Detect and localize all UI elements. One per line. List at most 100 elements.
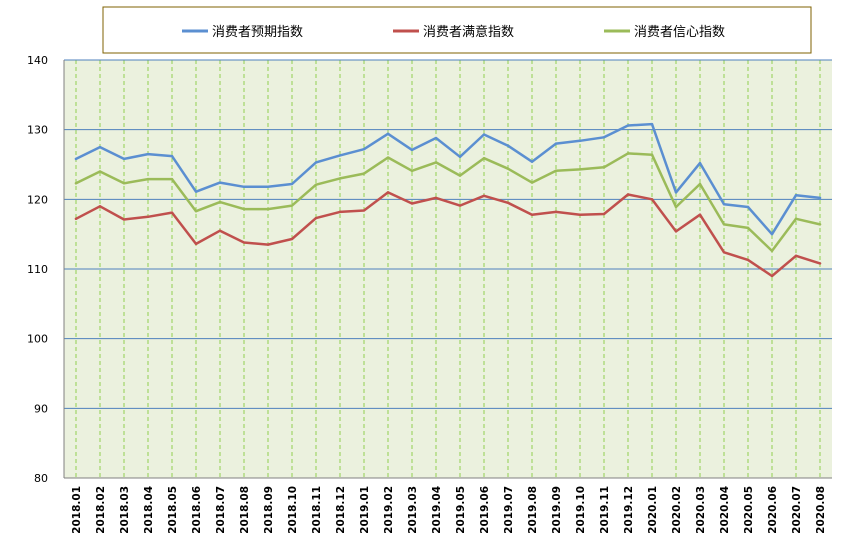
x-tick-label: 2019.10 [575, 486, 587, 534]
x-tick-label: 2019.11 [599, 486, 611, 534]
data-point [434, 161, 438, 164]
data-point [242, 185, 246, 188]
data-point [386, 132, 390, 136]
data-point [506, 201, 510, 205]
data-point [722, 223, 726, 226]
legend-label: 消费者信心指数 [634, 25, 725, 40]
y-tick-label: 90 [34, 402, 48, 415]
data-point [482, 133, 486, 136]
data-point [770, 274, 774, 278]
data-point [602, 212, 606, 216]
data-point [578, 139, 582, 143]
data-point [626, 193, 630, 196]
data-point [338, 154, 342, 157]
data-point [530, 181, 534, 184]
data-point [194, 242, 198, 246]
data-point [266, 185, 270, 188]
data-point [434, 196, 438, 200]
data-point [290, 237, 294, 241]
data-point [458, 204, 462, 207]
x-tick-label: 2019.05 [455, 486, 467, 534]
data-point [98, 145, 102, 149]
x-tick-label: 2020.03 [695, 486, 707, 534]
data-point [314, 183, 318, 186]
data-point [650, 122, 654, 126]
y-tick-label: 100 [27, 333, 48, 346]
data-point [218, 229, 222, 232]
data-point [722, 203, 726, 206]
x-tick-label: 2020.01 [647, 486, 659, 534]
data-point [290, 182, 294, 186]
x-tick-label: 2019.09 [551, 486, 563, 534]
x-tick-label: 2019.02 [383, 486, 395, 534]
data-point [794, 254, 798, 257]
data-point [146, 152, 150, 156]
data-point [530, 213, 534, 216]
data-point [362, 209, 366, 212]
data-point [362, 147, 366, 151]
data-point [218, 200, 222, 204]
data-point [410, 169, 414, 172]
data-point [98, 170, 102, 173]
x-tick-label: 2020.05 [743, 486, 755, 534]
data-point [722, 251, 726, 254]
data-point [314, 216, 318, 220]
x-tick-label: 2018.11 [311, 486, 323, 534]
data-point [122, 157, 126, 161]
data-point [698, 161, 702, 165]
data-point [698, 213, 702, 216]
data-point [746, 205, 750, 209]
data-point [458, 155, 462, 159]
x-tick-label: 2018.06 [191, 486, 203, 534]
data-point [674, 205, 678, 209]
y-tick-label: 130 [27, 124, 48, 137]
data-point [506, 167, 510, 170]
x-tick-label: 2018.05 [167, 486, 179, 534]
data-point [386, 156, 390, 159]
data-point [194, 190, 198, 193]
x-tick-label: 2019.06 [479, 486, 491, 534]
data-point [746, 258, 750, 262]
data-point [674, 191, 678, 194]
data-point [290, 204, 294, 207]
data-point [602, 136, 606, 139]
data-point [554, 142, 558, 145]
x-tick-label: 2018.12 [335, 486, 347, 534]
x-axis-tick-labels: 2018.01 2018.02 2018.03 2018.04 2018.05 2018.… [71, 486, 827, 534]
data-point [266, 207, 270, 211]
data-point [170, 177, 174, 181]
legend-label: 消费者预期指数 [212, 25, 303, 40]
y-tick-label: 140 [27, 54, 48, 67]
x-tick-label: 2018.09 [263, 486, 275, 534]
legend-box [102, 6, 812, 54]
data-point [626, 124, 630, 127]
y-tick-label: 80 [34, 472, 48, 485]
data-point [314, 161, 318, 164]
data-point [794, 217, 798, 221]
series-lines [74, 122, 822, 278]
x-tick-label: 2020.07 [791, 486, 803, 534]
data-point [650, 198, 654, 201]
data-point [386, 191, 390, 194]
x-tick-label: 2020.06 [767, 486, 779, 534]
data-point [170, 154, 174, 158]
data-point [626, 152, 630, 155]
series-line-3 [74, 152, 822, 253]
data-point [338, 210, 342, 214]
data-point [74, 157, 78, 161]
data-point [242, 241, 246, 244]
data-point [98, 205, 102, 208]
x-tick-label: 2019.04 [431, 486, 443, 534]
data-point [674, 230, 678, 233]
x-tick-label: 2020.08 [815, 486, 827, 534]
data-point [506, 144, 510, 147]
data-point [554, 169, 558, 172]
data-point [242, 207, 246, 211]
data-point [146, 177, 150, 181]
data-point [698, 182, 702, 186]
x-tick-label: 2020.02 [671, 486, 683, 534]
data-point [122, 182, 126, 185]
series-line-2 [74, 191, 822, 278]
y-tick-label: 120 [27, 193, 48, 206]
data-point [482, 157, 486, 160]
